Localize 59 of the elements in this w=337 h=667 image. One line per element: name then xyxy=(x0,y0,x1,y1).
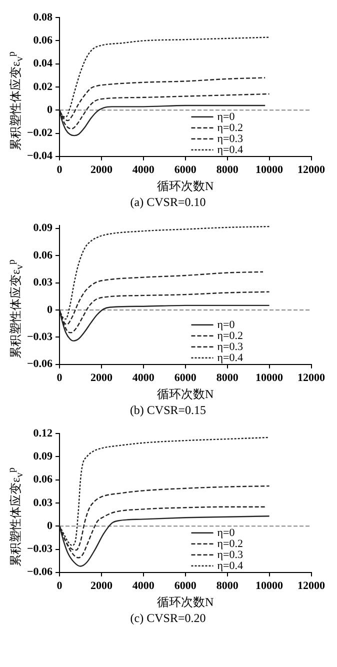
y-tick-label: −0.06 xyxy=(26,358,54,370)
legend-label: η=0.3 xyxy=(217,548,244,561)
legend-label: η=0 xyxy=(217,526,236,539)
legend-label: η=0.4 xyxy=(217,560,244,572)
x-tick-label: 12000 xyxy=(298,580,326,592)
y-tick-label: −0.04 xyxy=(26,150,54,162)
x-tick-label: 4000 xyxy=(132,580,155,592)
y-tick-label: 0.09 xyxy=(33,450,54,463)
x-tick-label: 4000 xyxy=(132,372,155,384)
legend-label: η=0.2 xyxy=(217,122,243,134)
x-tick-label: 4000 xyxy=(132,164,155,176)
y-tick-label: 0.08 xyxy=(33,11,54,24)
x-tick-label: 10000 xyxy=(256,164,284,176)
y-tick-label: 0 xyxy=(47,304,54,316)
x-tick-label: 0 xyxy=(56,164,63,176)
y-tick-label: 0 xyxy=(47,104,54,116)
x-tick-label: 8000 xyxy=(216,580,239,592)
y-tick-label: −0.03 xyxy=(26,543,54,556)
legend-label: η=0 xyxy=(217,318,236,331)
text: (c) CVSR=0.20 xyxy=(129,611,207,626)
y-tick-label: 0.03 xyxy=(33,276,54,289)
x-axis-title: 循环次数N xyxy=(157,178,214,193)
legend-label: η=0.4 xyxy=(217,352,244,364)
x-tick-label: 10000 xyxy=(256,580,284,592)
legend-label: η=0.3 xyxy=(217,340,244,353)
x-tick-label: 6000 xyxy=(174,580,197,592)
x-tick-label: 8000 xyxy=(216,372,239,384)
x-tick-label: 12000 xyxy=(298,164,326,176)
y-tick-label: 0.02 xyxy=(33,80,54,93)
y-tick-label: −0.06 xyxy=(26,566,54,578)
legend-label: η=0 xyxy=(217,110,236,123)
y-tick-label: −0.02 xyxy=(26,127,54,140)
legend-label: η=0.2 xyxy=(217,330,243,342)
y-tick-label: 0.12 xyxy=(33,427,54,440)
legend-label: η=0.4 xyxy=(217,144,244,156)
legend-label: η=0.3 xyxy=(217,132,244,145)
x-tick-label: 0 xyxy=(56,372,63,384)
y-tick-label: 0.06 xyxy=(33,474,54,486)
x-tick-label: 2000 xyxy=(90,372,113,384)
y-tick-label: 0.06 xyxy=(33,34,54,47)
y-tick-label: 0.06 xyxy=(33,249,54,262)
x-tick-label: 2000 xyxy=(90,580,113,592)
y-tick-label: 0.04 xyxy=(33,58,54,70)
x-tick-label: 0 xyxy=(56,580,63,592)
x-axis-title: 循环次数N xyxy=(157,386,214,401)
x-tick-label: 6000 xyxy=(174,164,197,176)
x-axis-title: 循环次数N xyxy=(157,594,214,609)
y-tick-label: 0 xyxy=(47,520,54,532)
x-tick-label: 8000 xyxy=(216,164,239,176)
text: (b) CVSR=0.15 xyxy=(128,403,208,418)
y-tick-label: 0.09 xyxy=(33,222,54,234)
x-tick-label: 12000 xyxy=(298,372,326,384)
y-tick-label: 0.03 xyxy=(33,496,54,509)
x-tick-label: 6000 xyxy=(174,372,197,384)
legend-label: η=0.2 xyxy=(217,538,243,550)
y-tick-label: −0.03 xyxy=(26,331,54,344)
x-tick-label: 2000 xyxy=(90,164,113,176)
text: (a) CVSR=0.10 xyxy=(129,195,207,210)
x-tick-label: 10000 xyxy=(256,372,284,384)
